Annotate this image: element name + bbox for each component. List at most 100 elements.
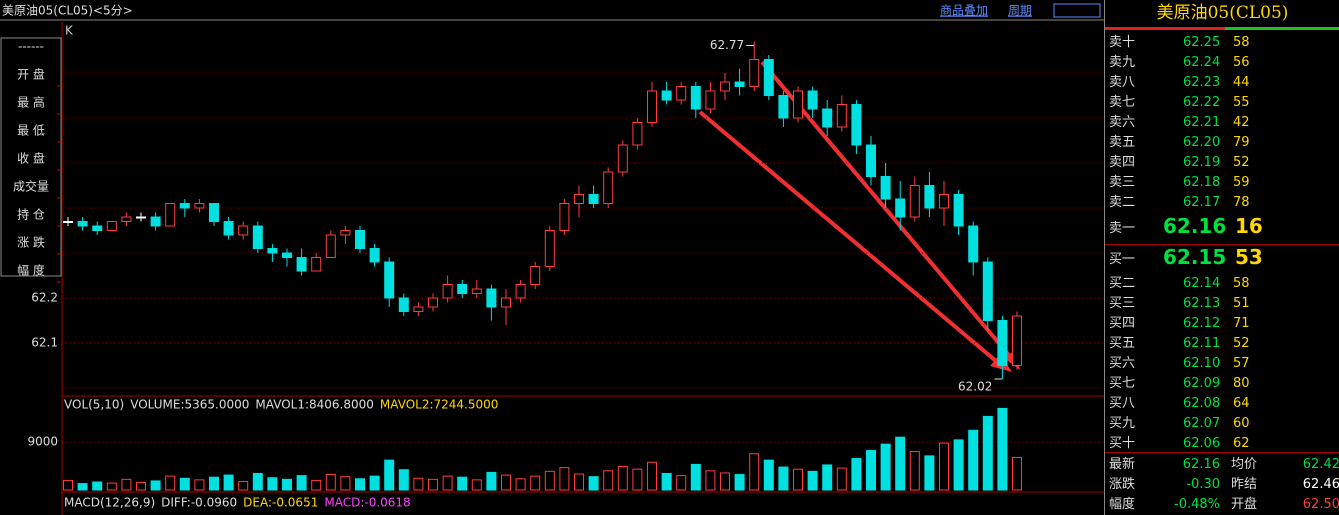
- annotation-label: 62.02: [958, 380, 992, 394]
- volume-bar: [282, 478, 292, 491]
- volume-bar: [355, 478, 365, 491]
- volume-bar: [530, 475, 541, 491]
- book-label: 卖八: [1109, 75, 1136, 90]
- candle-body: [165, 203, 176, 227]
- candle-body: [632, 122, 643, 146]
- book-qty: 62: [1233, 436, 1250, 451]
- book-label: 卖七: [1109, 95, 1136, 110]
- book-price: 62.08: [1183, 396, 1221, 411]
- volume-bar: [866, 450, 876, 491]
- book-label: 买八: [1109, 396, 1136, 411]
- volume-bar: [559, 467, 570, 491]
- period-link[interactable]: 周期: [1008, 4, 1032, 18]
- window-title: 美原油05(CL05)<5分>: [2, 4, 133, 18]
- candle-body: [968, 225, 979, 263]
- volume-bar: [413, 477, 424, 491]
- candle-body: [793, 90, 803, 119]
- candle-body: [267, 248, 278, 254]
- candle-body: [734, 81, 745, 87]
- candle-body: [574, 194, 584, 204]
- book-label: 卖二: [1109, 195, 1136, 210]
- book-qty: 52: [1233, 155, 1250, 170]
- volume-bar: [179, 477, 190, 491]
- volume-bar: [311, 479, 322, 491]
- candle-body: [880, 176, 891, 200]
- book-qty: 44: [1233, 75, 1250, 90]
- volume-bar: [442, 475, 453, 491]
- book-label: 卖一: [1109, 221, 1136, 236]
- book-price: 62.07: [1183, 416, 1221, 431]
- book-price: 62.11: [1183, 336, 1221, 351]
- volume-bar: [136, 482, 146, 491]
- volume-bar: [194, 479, 205, 491]
- candle-body: [778, 95, 789, 119]
- volume-bar: [632, 468, 643, 491]
- info-label: 最 低: [17, 124, 45, 138]
- candle-body: [515, 284, 526, 299]
- info-label: 持 仓: [17, 207, 45, 222]
- candle-body: [807, 90, 818, 110]
- vol-tick-label: 9000: [27, 435, 58, 449]
- candle-body: [544, 230, 555, 267]
- book-label: 买五: [1109, 336, 1136, 351]
- candle-body: [428, 297, 438, 308]
- stat-value: 62.46: [1302, 477, 1339, 492]
- annotation-label: 62.77: [710, 38, 744, 52]
- indicator-label: MACD:-0.0618: [324, 496, 410, 510]
- book-label: 买九: [1109, 416, 1136, 431]
- indicator-label: MAVOL2:7244.5000: [380, 398, 499, 412]
- book-qty: 64: [1233, 396, 1250, 411]
- volume-bar: [267, 477, 278, 491]
- info-label: 涨 跌: [17, 235, 45, 250]
- book-qty: 58: [1233, 35, 1250, 50]
- stat-value: 62.50: [1302, 497, 1339, 512]
- volume-bar: [501, 474, 511, 491]
- volume-bar: [705, 470, 716, 491]
- stat-value: -0.48%: [1174, 497, 1220, 512]
- candle-body: [866, 144, 876, 177]
- book-price: 62.16: [1163, 214, 1227, 238]
- indicator-label: DEA:-0.0651: [243, 496, 318, 510]
- volume-bar: [121, 478, 132, 491]
- candle-body: [953, 194, 964, 227]
- stat-label: 涨跌: [1109, 477, 1136, 492]
- volume-bar: [647, 461, 657, 491]
- volume-bar: [880, 443, 891, 491]
- y-tick-label: 62.1: [31, 336, 58, 350]
- stat-label: 幅度: [1109, 497, 1136, 512]
- volume-bar: [617, 466, 628, 491]
- volume-bar: [778, 466, 789, 491]
- stat-value: -0.30: [1186, 477, 1220, 492]
- stat-label: 昨结: [1231, 477, 1258, 492]
- overlay-link[interactable]: 商品叠加: [940, 3, 988, 18]
- candle-body: [369, 248, 380, 263]
- volume-bar: [661, 472, 672, 491]
- book-qty: 79: [1233, 135, 1250, 150]
- candle-body: [486, 288, 497, 308]
- candle-body: [1012, 315, 1022, 366]
- book-qty: 78: [1233, 195, 1250, 210]
- book-qty: 71: [1233, 316, 1250, 331]
- book-qty: 80: [1233, 376, 1250, 391]
- divider: [1105, 452, 1339, 453]
- volume-bar: [734, 474, 745, 491]
- volume-bar: [997, 407, 1008, 491]
- candle-body: [851, 104, 862, 146]
- candle-body: [909, 185, 920, 218]
- book-price: 62.18: [1183, 175, 1221, 190]
- book-qty: 58: [1233, 276, 1250, 291]
- indicator-label: MACD(12,26,9): [64, 496, 155, 510]
- candle-body: [355, 230, 365, 249]
- chart-label: K: [65, 24, 74, 38]
- candle-body: [92, 225, 103, 231]
- nav-buttons[interactable]: [1053, 3, 1101, 18]
- candle-body: [121, 216, 132, 222]
- book-qty: 57: [1233, 356, 1250, 371]
- bar-green: [1225, 27, 1339, 30]
- book-label: 卖十: [1109, 35, 1136, 50]
- candle-body: [384, 261, 395, 299]
- book-price: 62.06: [1183, 436, 1221, 451]
- volume-bar: [92, 481, 103, 491]
- candle-body: [647, 90, 657, 123]
- stat-label: 最新: [1109, 457, 1136, 472]
